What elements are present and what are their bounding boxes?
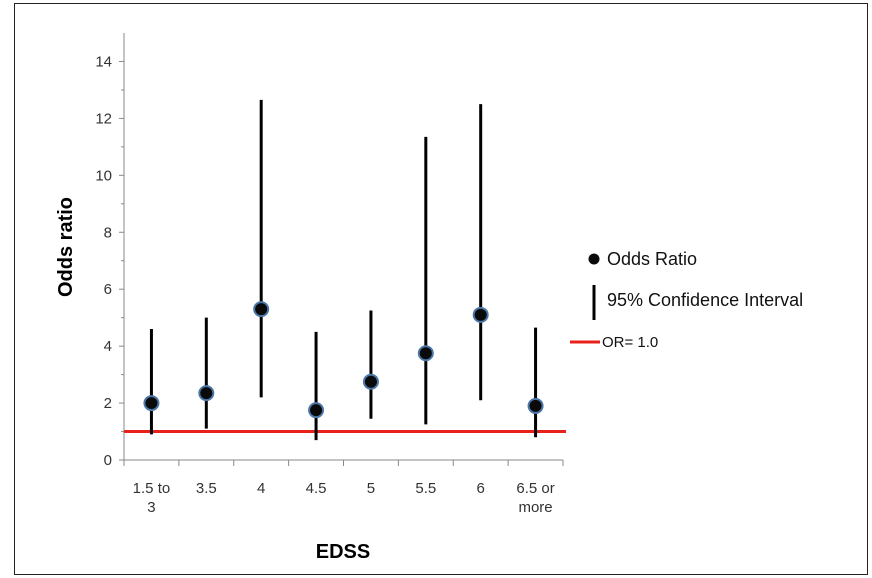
y-tick-label: 12: [95, 110, 112, 127]
odds-ratio-point: [308, 402, 325, 419]
x-tick-label: 4: [257, 480, 265, 497]
odds-ratio-point: [527, 397, 544, 414]
chart-frame: [14, 3, 868, 575]
y-axis-title: Odds ratio: [55, 197, 77, 297]
legend-ci-label: 95% Confidence Interval: [607, 290, 803, 310]
odds-ratio-point: [417, 345, 434, 362]
x-axis-title: EDSS: [316, 541, 370, 563]
x-tick-label: 5.5: [415, 480, 436, 497]
y-tick-label: 2: [104, 395, 112, 412]
y-tick-label: 6: [104, 281, 112, 298]
x-tick-label: 5: [367, 480, 375, 497]
odds-ratio-point: [253, 301, 270, 318]
y-tick-label: 4: [104, 338, 112, 355]
legend-odds-ratio-marker: [588, 253, 600, 265]
x-tick-label: 6: [477, 480, 485, 497]
legend-refline-label: OR= 1.0: [602, 334, 658, 351]
x-tick-label: 3.5: [196, 480, 217, 497]
y-tick-labels: 0 2 4 6 8 10 12 14: [95, 53, 112, 469]
confidence-intervals: [149, 99, 538, 441]
y-tick-label: 0: [104, 452, 112, 469]
y-tick-label: 14: [95, 53, 112, 70]
x-tick-label: 6.5 or more: [516, 480, 554, 516]
odds-ratio-point: [362, 373, 379, 390]
axes: [119, 33, 564, 466]
odds-ratio-point: [143, 395, 160, 412]
legend: Odds Ratio 95% Confidence Interval OR= 1…: [570, 249, 803, 351]
odds-ratio-point: [198, 385, 215, 402]
x-tick-label: 1.5 to 3: [133, 480, 171, 516]
y-tick-label: 8: [104, 224, 112, 241]
odds-ratio-points: [143, 301, 544, 419]
odds-ratio-point: [472, 306, 489, 323]
x-tick-label: 4.5: [306, 480, 327, 497]
y-tick-label: 10: [95, 167, 112, 184]
x-tick-labels: 1.5 to 3 3.5 4 4.5 5 5.5 6 6.5 or more: [133, 480, 555, 516]
legend-odds-ratio-label: Odds Ratio: [607, 249, 697, 269]
